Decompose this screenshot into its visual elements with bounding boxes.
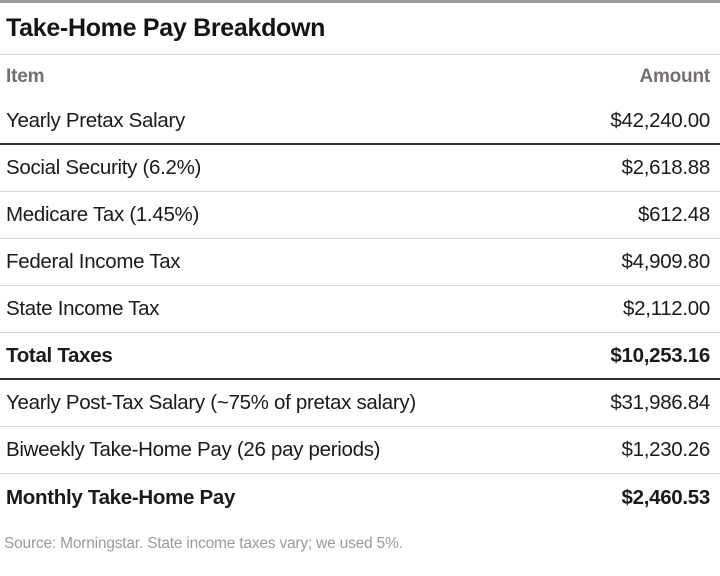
- item-cell: Federal Income Tax: [6, 250, 181, 273]
- amount-cell: $2,460.53: [621, 485, 711, 509]
- item-cell: State Income Tax: [6, 297, 160, 320]
- amount-cell: $42,240.00: [610, 108, 710, 132]
- table-header-row: Item Amount: [0, 55, 720, 98]
- amount-cell: $4,909.80: [621, 250, 711, 273]
- amount-cell: $1,230.26: [621, 438, 711, 461]
- table-row: Federal Income Tax $4,909.80: [0, 239, 720, 286]
- amount-cell: $10,253.16: [610, 343, 710, 367]
- table-row-monthly-take-home-pay: Monthly Take-Home Pay $2,460.53: [0, 474, 720, 521]
- item-cell: Total Taxes: [6, 343, 113, 367]
- top-border-rule: [0, 0, 720, 3]
- amount-cell: $31,986.84: [610, 391, 710, 414]
- item-cell: Monthly Take-Home Pay: [6, 485, 236, 509]
- item-cell: Social Security (6.2%): [6, 156, 202, 179]
- source-note: Source: Morningstar. State income taxes …: [4, 535, 403, 552]
- table-row: State Income Tax $2,112.00: [0, 286, 720, 333]
- table-row-total-taxes: Total Taxes $10,253.16: [0, 333, 720, 380]
- column-header-item: Item: [6, 65, 45, 87]
- item-cell: Biweekly Take-Home Pay (26 pay periods): [6, 438, 381, 461]
- item-cell: Yearly Pretax Salary: [6, 108, 185, 132]
- amount-cell: $2,618.88: [621, 156, 711, 179]
- amount-cell: $2,112.00: [623, 297, 710, 320]
- item-cell: Yearly Post-Tax Salary (~75% of pretax s…: [6, 391, 416, 414]
- item-cell: Medicare Tax (1.45%): [6, 203, 200, 226]
- table-row: Yearly Post-Tax Salary (~75% of pretax s…: [0, 380, 720, 427]
- page-title: Take-Home Pay Breakdown: [0, 3, 720, 55]
- table-row: Medicare Tax (1.45%) $612.48: [0, 192, 720, 239]
- amount-cell: $612.48: [637, 203, 710, 226]
- table-row: Yearly Pretax Salary $42,240.00: [0, 98, 720, 145]
- column-header-amount: Amount: [639, 65, 710, 87]
- table-row: Biweekly Take-Home Pay (26 pay periods) …: [0, 427, 720, 474]
- table-row: Social Security (6.2%) $2,618.88: [0, 145, 720, 192]
